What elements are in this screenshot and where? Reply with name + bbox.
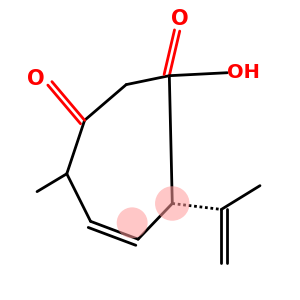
Circle shape (155, 186, 190, 221)
Text: O: O (27, 69, 44, 89)
Text: O: O (171, 9, 188, 29)
Circle shape (117, 207, 148, 238)
Text: OH: OH (227, 63, 260, 82)
